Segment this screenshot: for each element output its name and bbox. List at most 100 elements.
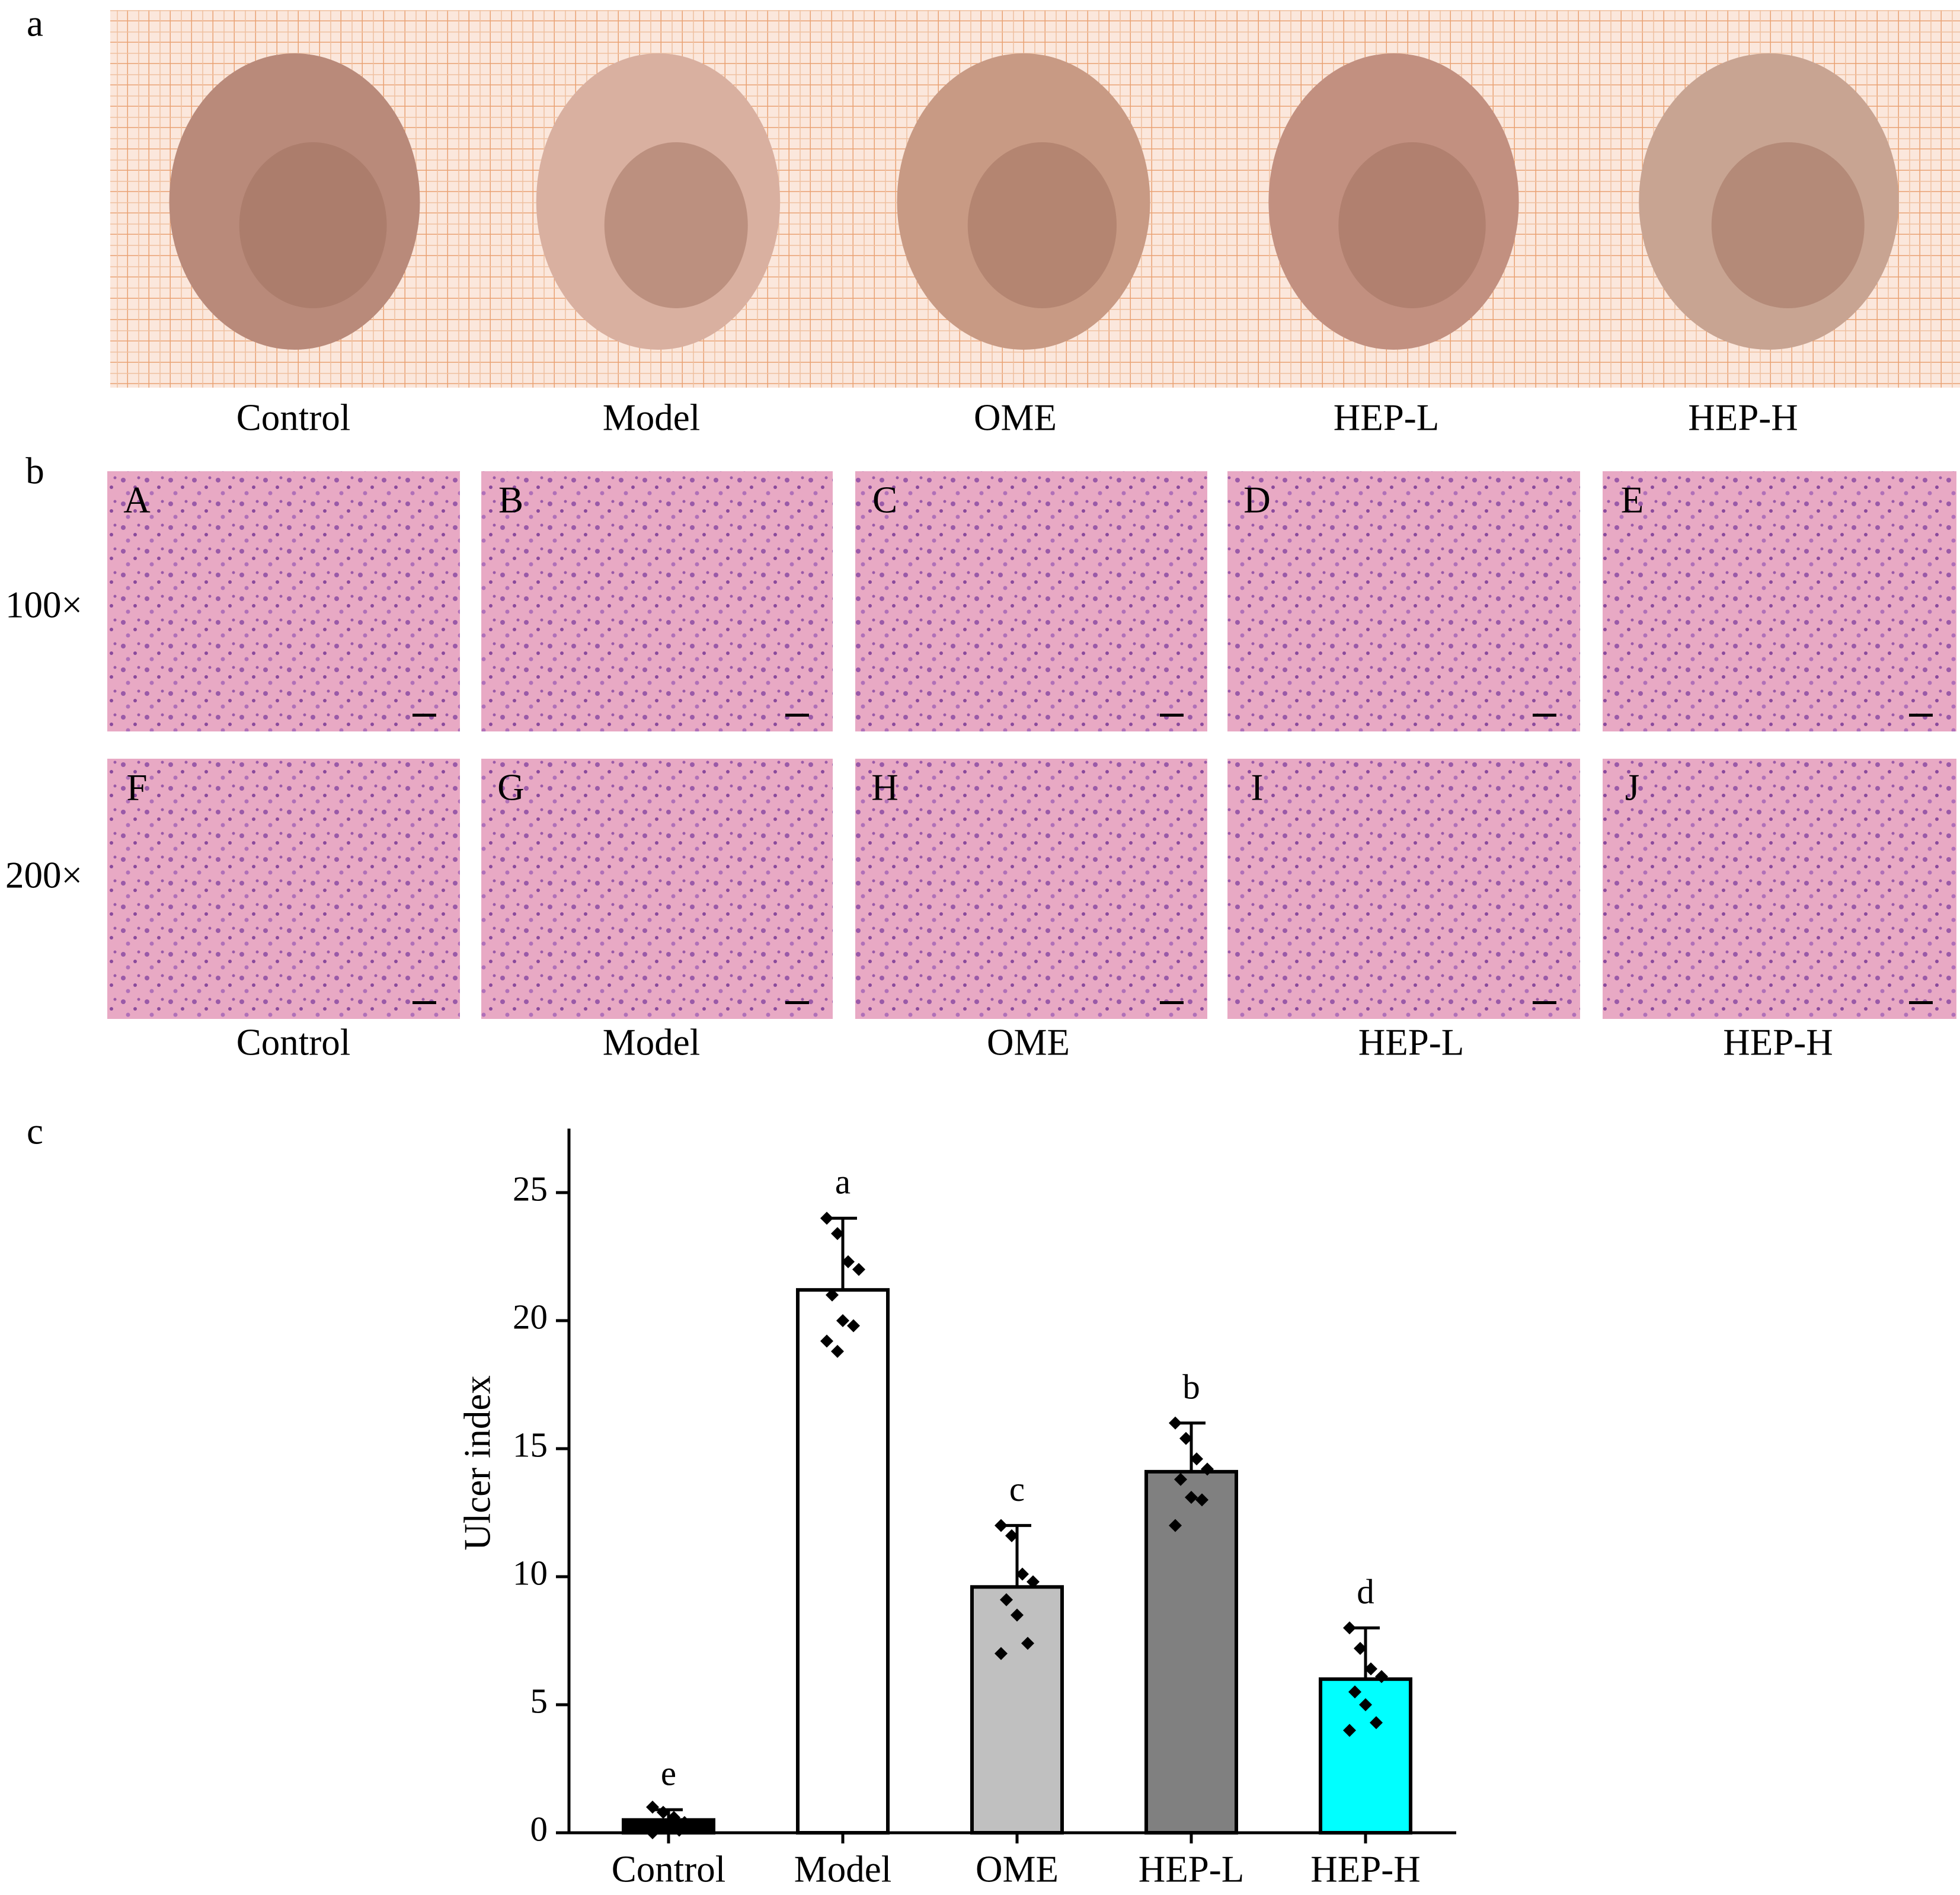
data-point [1201, 1462, 1214, 1476]
stomach-fold [967, 142, 1117, 308]
image-letter: A [123, 479, 151, 520]
data-point [820, 1212, 833, 1225]
significance-letter: a [835, 1162, 850, 1201]
stomach-fold [239, 142, 387, 308]
scale-bar [1909, 714, 1933, 717]
data-point [1195, 1493, 1208, 1507]
group-label: OME [974, 397, 1057, 438]
x-tick-label: Control [612, 1848, 726, 1890]
data-point [1174, 1472, 1187, 1486]
y-tick-label: 20 [513, 1298, 548, 1337]
image-letter: I [1251, 766, 1264, 808]
y-tick-label: 10 [513, 1554, 548, 1593]
scale-bar [785, 714, 809, 717]
significance-letter: e [661, 1754, 676, 1793]
significance-letter: b [1182, 1367, 1200, 1406]
micrograph [1603, 471, 1956, 731]
micrograph [481, 471, 833, 731]
data-point [1359, 1698, 1372, 1711]
group-label: HEP-H [1688, 397, 1798, 438]
group-label: HEP-L [1358, 1021, 1464, 1063]
scale-bar [1533, 714, 1556, 717]
data-point [820, 1334, 833, 1348]
x-tick-label: HEP-L [1139, 1848, 1244, 1890]
data-point [1190, 1452, 1203, 1466]
significance-letter: d [1357, 1572, 1374, 1611]
significance-letter: c [1009, 1469, 1025, 1509]
y-tick-label: 5 [530, 1682, 548, 1721]
micrograph [855, 759, 1207, 1019]
group-label: Control [236, 1021, 351, 1063]
bar [970, 1585, 1064, 1835]
data-point [667, 1811, 680, 1824]
scale-bar [1909, 1001, 1933, 1004]
magnification: 200× [5, 854, 82, 896]
panel-label: b [25, 450, 44, 491]
panel-label: a [27, 2, 43, 44]
y-tick-label: 25 [513, 1169, 548, 1209]
stomach-fold [1338, 142, 1486, 308]
data-point [646, 1826, 659, 1839]
data-point [852, 1263, 865, 1276]
scale-bar [1160, 1001, 1184, 1004]
micrograph [1603, 759, 1956, 1019]
data-point [1343, 1724, 1356, 1737]
data-point [1364, 1662, 1377, 1676]
panel-c: c 0 5 10 15 20 25 Ulcer index Control e Model a OME c… [27, 1110, 1456, 1890]
data-point [1027, 1575, 1040, 1589]
data-point [673, 1823, 686, 1837]
data-point [1169, 1519, 1182, 1532]
data-point [1000, 1593, 1013, 1606]
data-point [1005, 1529, 1018, 1542]
data-point [1343, 1621, 1356, 1635]
stomach-fold [604, 142, 748, 308]
data-point [826, 1288, 839, 1302]
micrograph [107, 471, 460, 731]
scale-bar [1533, 1001, 1556, 1004]
group-label: HEP-H [1723, 1021, 1833, 1063]
micrograph [1227, 759, 1580, 1019]
micrograph [1227, 471, 1580, 731]
panel-a: a Control Model OME HEP-L HEP-H [27, 2, 1960, 438]
data-point [831, 1227, 844, 1241]
image-letter: C [872, 479, 897, 520]
image-letter: H [871, 766, 899, 808]
stomach-fold [1711, 142, 1865, 308]
data-point [1354, 1641, 1367, 1655]
data-point [1370, 1716, 1383, 1730]
image-letter: E [1621, 479, 1644, 520]
panel-label: c [27, 1110, 43, 1152]
group-label: OME [987, 1021, 1070, 1063]
y-axis-label: Ulcer index [456, 1375, 498, 1551]
micrograph [107, 759, 460, 1019]
data-point [1016, 1567, 1029, 1581]
group-label: Control [236, 397, 351, 438]
data-point [1348, 1685, 1361, 1699]
x-tick-label: Model [794, 1848, 891, 1890]
scale-bar [413, 1001, 436, 1004]
micrograph [855, 471, 1207, 731]
data-point [662, 1821, 675, 1835]
magnification: 100× [5, 584, 82, 625]
data-point [836, 1314, 849, 1327]
image-letter: F [126, 766, 147, 808]
bar [796, 1288, 890, 1835]
y-tick-label: 0 [530, 1810, 548, 1849]
scale-bar [413, 714, 436, 717]
image-letter: B [498, 479, 523, 520]
micrograph [481, 759, 833, 1019]
data-point [1169, 1416, 1182, 1430]
data-point [995, 1647, 1008, 1660]
x-tick-label: OME [976, 1848, 1059, 1890]
group-label: HEP-L [1334, 397, 1439, 438]
data-point [847, 1319, 860, 1332]
scale-bar [785, 1001, 809, 1004]
panel-b: b 100× A B C D E 200× F G H I J Control Model OME HEP-L H… [5, 450, 1956, 1063]
y-tick-label: 15 [513, 1426, 548, 1465]
data-point [1021, 1637, 1034, 1650]
data-point [657, 1805, 670, 1819]
image-letter: D [1243, 479, 1271, 520]
scale-bar [1160, 714, 1184, 717]
